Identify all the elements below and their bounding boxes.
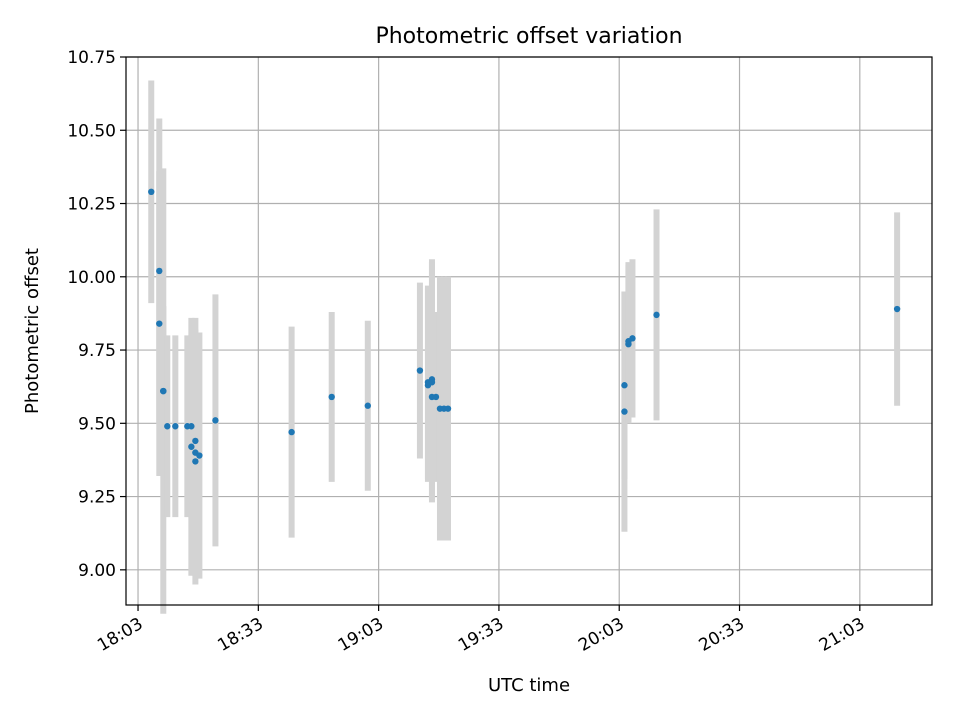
data-point xyxy=(432,393,440,401)
data-points xyxy=(148,188,901,465)
data-point xyxy=(192,458,199,465)
data-point xyxy=(160,387,167,395)
data-point xyxy=(172,423,179,430)
data-point xyxy=(328,393,335,401)
data-point xyxy=(156,320,163,327)
chart-title: Photometric offset variation xyxy=(375,24,682,49)
y-axis-title: Photometric offset xyxy=(22,248,43,414)
data-point xyxy=(212,417,219,424)
y-tick-label: 9.25 xyxy=(78,488,116,508)
data-point xyxy=(196,452,203,459)
y-tick-label: 9.75 xyxy=(78,341,116,361)
data-point xyxy=(188,443,195,450)
data-point xyxy=(156,267,163,275)
grid xyxy=(126,56,932,605)
data-point xyxy=(164,423,171,430)
data-point xyxy=(621,408,628,415)
data-point xyxy=(629,335,636,342)
data-point xyxy=(288,428,295,436)
data-point xyxy=(653,311,660,319)
data-point xyxy=(428,379,436,386)
data-point xyxy=(192,437,199,445)
data-point xyxy=(444,405,452,412)
data-point xyxy=(148,188,155,196)
y-tick-label: 10.50 xyxy=(67,121,116,141)
y-axis-ticks: 9.00 9.25 9.50 9.75 10.00 10.25 10.50 10.75 xyxy=(67,48,126,581)
data-point xyxy=(416,367,424,374)
plot-frame xyxy=(125,56,933,606)
y-tick-label: 9.50 xyxy=(78,414,116,434)
y-tick-label: 10.75 xyxy=(67,48,116,68)
data-point xyxy=(621,382,628,389)
x-axis-title: UTC time xyxy=(488,675,570,696)
data-point xyxy=(188,423,195,430)
y-tick-label: 10.25 xyxy=(67,195,116,215)
y-tick-label: 10.00 xyxy=(67,268,116,288)
data-point xyxy=(893,305,901,313)
y-tick-label: 9.00 xyxy=(78,561,116,581)
data-point xyxy=(364,402,371,409)
